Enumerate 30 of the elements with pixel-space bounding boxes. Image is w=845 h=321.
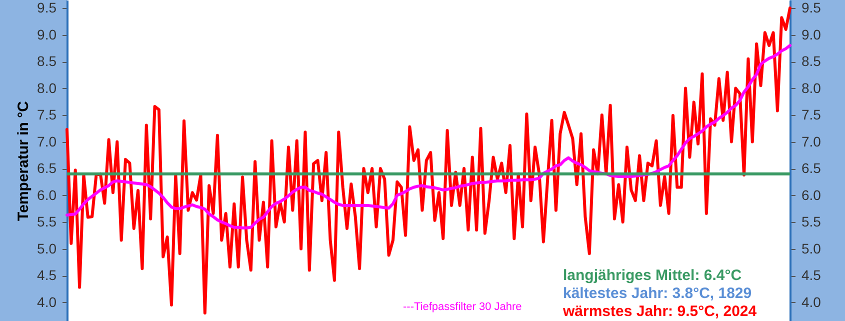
y2-tick-label: 5.5 (802, 214, 822, 230)
y-tick-label: 7.5 (37, 106, 57, 123)
y-tick-label: 9.0 (37, 26, 57, 42)
y2-tick-label: 6.0 (802, 186, 822, 203)
y2-tick-label: 4.0 (802, 294, 822, 310)
y2-tick-label: 7.0 (802, 133, 822, 150)
y2-tick-label: 9.0 (802, 26, 822, 42)
y2-tick-label: 8.0 (802, 80, 822, 96)
y-tick-label: 5.5 (37, 214, 57, 230)
y-tick-label: 7.0 (37, 133, 57, 150)
y2-tick-label: 8.5 (802, 53, 822, 70)
y2-tick-label: 9.5 (802, 0, 822, 16)
y-axis-title: Temperatur in °C (15, 100, 32, 221)
y-tick-label: 5.0 (37, 240, 57, 256)
y-tick-label: 6.0 (37, 186, 57, 203)
y-tick-label: 6.5 (37, 160, 57, 176)
annotation: wärmstes Jahr: 9.5°C, 2024 (563, 303, 757, 320)
y-tick-label: 8.0 (37, 80, 57, 96)
y-tick-label: 9.5 (37, 0, 57, 16)
y2-tick-label: 4.5 (802, 267, 822, 284)
annotation: ---Tiefpassfilter 30 Jahre (403, 301, 522, 313)
annotation: kältestes Jahr: 3.8°C, 1829 (563, 285, 752, 302)
y2-tick-label: 5.0 (802, 240, 822, 256)
y-tick-label: 4.0 (37, 294, 57, 310)
ref-line-label: langjähriges Mittel: 6.4°C (563, 267, 742, 284)
line-series (66, 44, 792, 230)
y-tick-label: 4.5 (37, 267, 57, 284)
y2-tick-label: 7.5 (802, 106, 822, 123)
y-tick-label: 8.5 (37, 53, 57, 70)
y2-tick-label: 6.5 (802, 160, 822, 176)
